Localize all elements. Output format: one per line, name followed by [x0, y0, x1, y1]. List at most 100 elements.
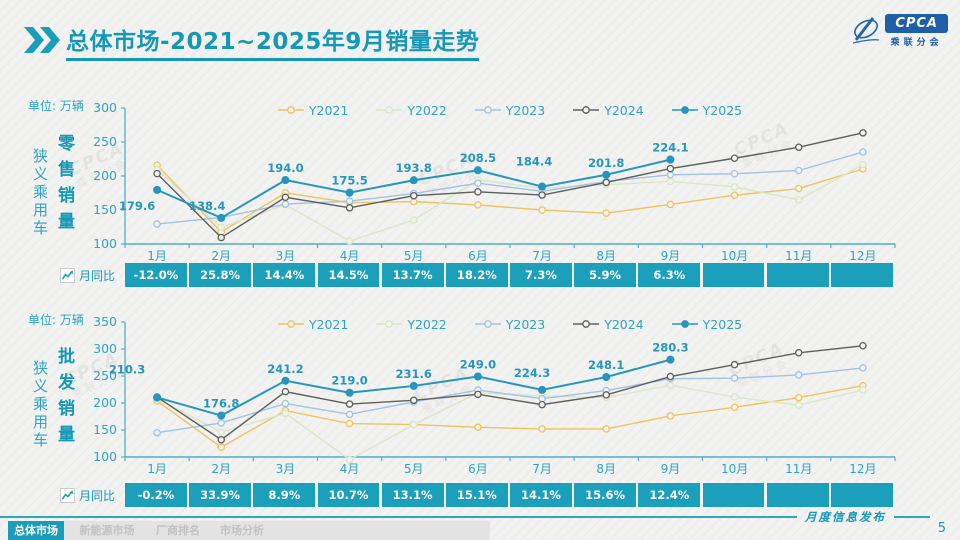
- measure-label: 批发销量: [54, 347, 74, 451]
- x-axis-label: 7月: [532, 249, 552, 263]
- data-point-y2024: [795, 143, 803, 151]
- segment-label: 狭义乘用车: [31, 360, 49, 450]
- data-label: 175.5: [331, 174, 367, 188]
- data-label: 241.2: [267, 362, 303, 376]
- footer-tab-1[interactable]: 总体市场: [8, 521, 64, 540]
- data-point-y2023: [795, 166, 803, 175]
- footer-tab-3[interactable]: 厂商排名: [156, 524, 200, 537]
- data-point-y2025: [281, 176, 290, 185]
- x-axis-label: 4月: [340, 462, 360, 476]
- yoy-cell: 13.1%: [381, 483, 444, 507]
- data-point-y2025: [602, 372, 611, 382]
- segment-label: 狭义乘用车: [31, 148, 49, 238]
- footer-rule-left: [0, 516, 797, 518]
- yoy-cell: 6.3%: [638, 263, 701, 287]
- data-point-y2023: [281, 200, 290, 208]
- y-axis-tick-label: 250: [93, 368, 117, 383]
- legend-marker: [671, 320, 698, 328]
- data-point-y2025: [345, 388, 354, 397]
- data-point-y2024: [281, 193, 290, 202]
- legend-marker: [671, 106, 698, 114]
- data-point-y2023: [730, 170, 739, 178]
- x-axis-label: 2月: [211, 249, 231, 263]
- yoy-cell: [830, 483, 893, 507]
- data-point-y2023: [153, 220, 161, 228]
- unit-label: 单位: 万辆: [28, 99, 84, 113]
- release-label: 月度信息发布: [805, 512, 886, 524]
- y-axis-tick-label: 250: [93, 134, 117, 149]
- data-label: 231.6: [396, 367, 432, 381]
- data-point-y2024: [666, 164, 675, 173]
- x-axis-label: 5月: [404, 249, 424, 263]
- series-y2023-line: [156, 367, 863, 434]
- data-point-y2021: [730, 191, 739, 199]
- data-point-y2021: [474, 423, 482, 432]
- x-axis-label: 4月: [340, 249, 360, 263]
- x-axis-label: 8月: [596, 249, 616, 263]
- data-point-y2024: [281, 387, 290, 396]
- chart-legend: Y2021 Y2022 Y2023 Y2024 Y2025: [110, 317, 910, 332]
- footer-rule-right: [894, 516, 930, 518]
- data-point-y2024: [153, 169, 161, 178]
- legend-dot: [287, 106, 295, 114]
- data-point-y2024: [859, 129, 867, 137]
- y-axis-tick-label: 200: [93, 168, 117, 183]
- y-axis-tick-label: 150: [93, 202, 117, 217]
- series-y2024-line: [156, 345, 863, 441]
- yoy-label: 月同比: [60, 263, 115, 287]
- yoy-cell: [766, 483, 829, 507]
- data-point-y2023: [217, 419, 225, 427]
- yoy-cell: 12.4%: [638, 483, 701, 507]
- data-point-y2022: [666, 381, 675, 389]
- data-point-y2024: [345, 204, 354, 212]
- data-label: 210.3: [109, 362, 145, 376]
- legend-marker: [277, 320, 304, 328]
- yoy-cell: 5.9%: [574, 263, 637, 287]
- page-title: 总体市场-2021~2025年9月销量走势: [66, 22, 480, 61]
- legend-marker: [573, 106, 600, 114]
- cpca-logo-subtext: 乘联分会: [890, 38, 943, 48]
- footer-tab-strip: [64, 521, 490, 540]
- data-point-y2024: [538, 191, 546, 199]
- data-point-y2022: [409, 216, 418, 224]
- yoy-cell: 14.5%: [317, 263, 380, 287]
- yoy-cell: 7.3%: [510, 263, 572, 287]
- data-point-y2025: [538, 385, 547, 394]
- data-point-y2022: [730, 393, 739, 401]
- data-point-y2025: [409, 176, 418, 185]
- legend-dot: [385, 320, 394, 328]
- y-axis-tick-label: 200: [93, 395, 117, 410]
- data-point-y2021: [666, 412, 675, 420]
- data-point-y2025: [666, 355, 675, 364]
- measure-label: 零售销量: [54, 134, 74, 238]
- footer-rule: 月度信息发布: [0, 510, 960, 524]
- x-axis-label: 2月: [211, 462, 231, 476]
- retail-sales-chart: 300 250 200 150 100 1月 2月 3月 4月 5月 6月 7月 8月 9月 10月 11月 1…: [93, 100, 896, 263]
- data-point-y2022: [795, 401, 803, 409]
- yoy-cell: -12.0%: [125, 263, 187, 287]
- trend-icon: [60, 267, 75, 283]
- data-point-y2025: [666, 155, 675, 164]
- y-axis-tick-label: 150: [93, 422, 117, 437]
- data-point-y2023: [345, 410, 354, 419]
- data-point-y2024: [474, 390, 482, 399]
- x-axis-label: 1月: [147, 462, 167, 476]
- series-y2022-line: [156, 384, 864, 461]
- data-point-y2021: [602, 209, 611, 217]
- legend-label: Y2021: [308, 102, 349, 118]
- unit-label: 单位: 万辆: [28, 313, 84, 327]
- data-point-y2022: [281, 409, 290, 418]
- yoy-cell: 14.1%: [510, 483, 572, 507]
- data-label: 194.0: [267, 161, 303, 175]
- footer-tab-4[interactable]: 市场分析: [220, 524, 264, 537]
- data-point-y2021: [474, 201, 482, 209]
- footer-tab-2[interactable]: 新能源市场: [79, 524, 135, 537]
- data-label: 224.3: [514, 366, 550, 380]
- yoy-cell: -0.2%: [125, 483, 187, 507]
- data-label: 201.8: [588, 156, 624, 170]
- data-point-y2024: [538, 400, 546, 409]
- data-label: 138.4: [189, 199, 225, 213]
- data-point-y2024: [217, 435, 225, 444]
- data-point-y2023: [281, 399, 290, 408]
- y-axis-tick-label: 350: [93, 314, 117, 329]
